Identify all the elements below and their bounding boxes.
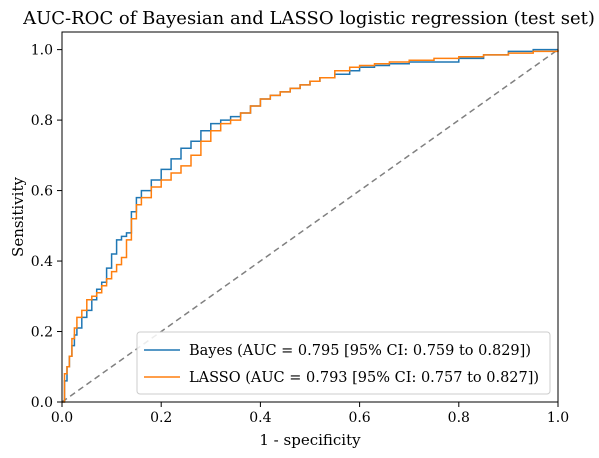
plot-frame <box>61 31 559 403</box>
legend-label-lasso: LASSO (AUC = 0.793 [95% CI: 0.757 to 0.8… <box>189 370 539 386</box>
y-axis-label: Sensitivity <box>9 177 27 257</box>
legend-label-bayes: Bayes (AUC = 0.795 [95% CI: 0.759 to 0.8… <box>189 343 531 359</box>
legend: Bayes (AUC = 0.795 [95% CI: 0.759 to 0.8… <box>136 331 551 395</box>
x-axis-label: 1 - specificity <box>259 431 361 449</box>
x-tick-label: 0.8 <box>448 410 470 426</box>
y-axis-ticks: 0.0 0.2 0.4 0.6 0.8 1.0 <box>31 43 62 411</box>
y-tick-label: 1.0 <box>31 43 53 59</box>
legend-box <box>136 331 551 395</box>
x-tick-label: 0.2 <box>150 410 172 426</box>
y-tick-label: 0.6 <box>31 184 53 200</box>
x-tick-label: 0.6 <box>348 410 370 426</box>
y-tick-label: 0.0 <box>31 395 53 411</box>
series-line-lasso <box>62 49 559 403</box>
x-tick-label: 1.0 <box>547 410 569 426</box>
y-tick-label: 0.8 <box>31 113 53 129</box>
x-tick-label: 0.0 <box>51 410 73 426</box>
x-axis-ticks: 0.0 0.2 0.4 0.6 0.8 1.0 <box>51 402 569 426</box>
y-tick-label: 0.4 <box>31 254 53 270</box>
chart-title: AUC-ROC of Bayesian and LASSO logistic r… <box>22 8 595 29</box>
y-tick-label: 0.2 <box>31 325 53 341</box>
x-tick-label: 0.4 <box>249 410 271 426</box>
